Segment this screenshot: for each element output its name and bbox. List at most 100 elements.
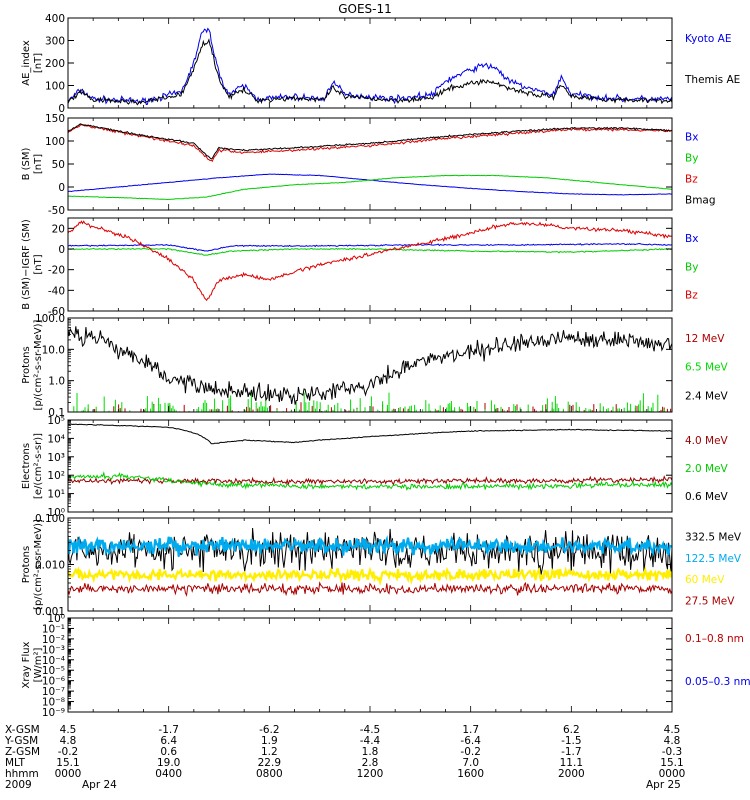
- ephemeris-cell: 0400: [155, 768, 182, 780]
- legend-label: Bx: [685, 132, 698, 144]
- ephemeris-cell: 0000: [55, 768, 82, 780]
- legend-label: 4.0 MeV: [685, 435, 729, 447]
- ytick-label: 50: [52, 159, 65, 171]
- ephemeris-cell: -1.7: [158, 724, 179, 736]
- ephemeris-cell: 6.4: [160, 735, 177, 747]
- series-6-3: [68, 565, 672, 586]
- ephemeris-cell: 4.8: [60, 735, 77, 747]
- ytick-label: -40: [48, 285, 65, 297]
- ephemeris-cell: 15.1: [660, 757, 683, 769]
- legend-label: Bz: [685, 290, 698, 302]
- ylabel: [nT]: [33, 154, 44, 174]
- ylabel: [nT]: [33, 254, 44, 274]
- ephemeris-cell: -0.2: [460, 746, 481, 758]
- legend-label: 60 MeV: [685, 574, 725, 586]
- series-2-1: [68, 173, 672, 196]
- series-1-1: [68, 27, 672, 106]
- ytick-label: 10⁻¹: [42, 623, 65, 635]
- legend-label: By: [685, 261, 698, 273]
- panel-1: 0 100 200 300 400 AE_index [nT] Kyoto AE Themis …: [21, 13, 740, 115]
- ephemeris-cell: 4.5: [60, 724, 77, 736]
- ytick-label: 200: [45, 58, 65, 70]
- legend-label: 2.0 MeV: [685, 463, 729, 475]
- ephemeris-cell: -0.2: [58, 746, 79, 758]
- ytick-label: 10⁻⁶: [42, 676, 65, 688]
- ytick-label: 0.100: [35, 513, 65, 525]
- ephemeris-cell: -0.3: [662, 746, 683, 758]
- ephemeris-cell: 1.2: [261, 746, 278, 758]
- series-4-3: [68, 326, 672, 405]
- legend-label: 6.5 MeV: [685, 362, 729, 374]
- panel-frame: [67, 217, 673, 312]
- ytick-label: 400: [45, 13, 65, 25]
- ephemeris-cell: 6.2: [563, 724, 580, 736]
- ephemeris-cell: -4.4: [360, 735, 381, 747]
- panel-frame: [67, 419, 673, 513]
- legend-label: 12 MeV: [685, 333, 725, 345]
- ytick-label: 0: [58, 244, 65, 256]
- ephemeris-cell: 22.9: [258, 757, 281, 769]
- ephemeris-cell: 1200: [357, 768, 384, 780]
- series-3-3: [68, 220, 672, 302]
- ylabel: [p/(cm²-s-sr-MeV)]: [33, 519, 44, 610]
- panel-4: 0.1 1.0 10.0 100.0 Protons [p/(cm²-s-sr-MeV)]…: [21, 313, 729, 419]
- panel-frame: [67, 517, 673, 612]
- ytick-label: 10⁻²: [42, 634, 65, 646]
- ephemeris-cell: -4.5: [360, 724, 381, 736]
- series-2-3: [68, 124, 672, 163]
- ytick-label: 1.0: [48, 376, 65, 388]
- ephemeris-row-label: MLT: [5, 757, 25, 769]
- ephemeris-row-label: X-GSM: [5, 724, 40, 736]
- legend-label: 122.5 MeV: [685, 553, 742, 565]
- ytick-label: 0.1: [48, 407, 65, 419]
- ytick-label: 10³: [47, 452, 65, 464]
- ylabel: Xray Flux: [21, 641, 32, 688]
- ephemeris-cell: 1.7: [462, 724, 479, 736]
- legend-label: Bz: [685, 174, 698, 186]
- ephemeris-cell: -1.5: [561, 735, 582, 747]
- ytick-label: 100: [45, 81, 65, 93]
- legend-label: 0.1–0.8 nm: [685, 633, 744, 645]
- ytick-label: 10²: [47, 470, 65, 482]
- legend-label: 27.5 MeV: [685, 595, 735, 607]
- series-3-1: [68, 242, 672, 252]
- panel-6: 0.001 0.010 0.100 Protons [p/(cm²-s-sr-MeV)]…: [21, 513, 742, 618]
- legend-label: Bx: [685, 233, 698, 245]
- ephemeris-cell: -6.2: [259, 724, 280, 736]
- ephemeris-cell: 1600: [457, 768, 484, 780]
- series-5-3: [68, 423, 672, 445]
- ytick-label: -50: [48, 205, 65, 217]
- ytick-label: 0.010: [35, 560, 65, 572]
- ytick-label: 10⁰: [47, 507, 65, 519]
- legend-label: Bmag: [685, 195, 716, 207]
- series-2-2: [68, 174, 672, 201]
- series-1-2: [68, 38, 672, 106]
- ephemeris-cell: Apr 24: [82, 779, 117, 791]
- ephemeris-cell: 4.8: [664, 735, 681, 747]
- ephemeris-table: X-GSMY-GSMZ-GSMMLThhmm20094.54.8-0.215.1…: [4, 724, 685, 791]
- ephemeris-cell: 7.0: [462, 757, 479, 769]
- ephemeris-cell: -1.7: [561, 746, 582, 758]
- ephemeris-cell: 0000: [659, 768, 686, 780]
- series-5-1: [68, 475, 672, 487]
- ephemeris-cell: 19.0: [157, 757, 180, 769]
- ylabel: [p/(cm²-s-sr-MeV)]: [33, 319, 44, 410]
- ylabel: [nT]: [33, 53, 44, 73]
- ytick-label: 10⁴: [47, 433, 65, 445]
- ylabel: [W/m²]: [33, 647, 44, 682]
- plot-title: GOES-11: [338, 2, 392, 16]
- legend-label: 0.6 MeV: [685, 491, 729, 503]
- ephemeris-cell: 0.6: [160, 746, 177, 758]
- ytick-label: 20: [52, 223, 65, 235]
- ytick-label: 150: [45, 113, 65, 125]
- series-6-2: [68, 535, 672, 557]
- series-4-1: [76, 402, 672, 412]
- ephemeris-cell: Apr 25: [646, 779, 681, 791]
- ylabel: B (SM)−IGRF (SM): [21, 219, 32, 310]
- legend-label: By: [685, 153, 698, 165]
- ephemeris-cell: 2.8: [362, 757, 379, 769]
- panel-5: 10⁰ 10¹ 10² 10³ 10⁴ 10⁵ Electrons [e/(cm²-s-sr)…: [21, 415, 729, 519]
- ephemeris-cell: 2000: [558, 768, 585, 780]
